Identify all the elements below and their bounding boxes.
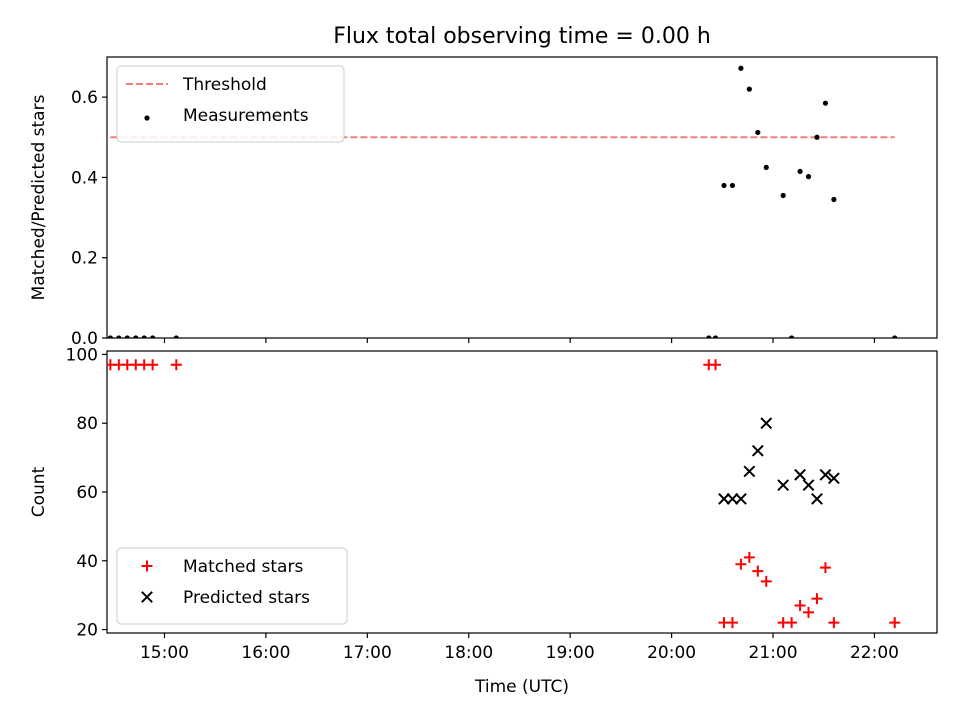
legend: Matched stars Predicted stars: [116, 547, 348, 625]
measurement-point: [789, 335, 795, 338]
matched-star-point: [828, 617, 840, 629]
measurement-point: [173, 335, 179, 338]
y-tick-label: 100: [66, 345, 98, 365]
predicted-star-point: [743, 465, 756, 478]
legend-matched-star-swatch: [141, 560, 153, 572]
y-tick-label: 0.0: [71, 329, 98, 349]
x-tick-label: 18:00: [444, 643, 493, 663]
x-tick-label: 22:00: [850, 643, 899, 663]
measurement-point: [797, 168, 803, 175]
legend: Threshold Measurements: [116, 65, 345, 143]
measurement-point: [831, 196, 837, 203]
measurement-point: [814, 134, 820, 140]
predicted-star-point: [751, 444, 764, 457]
matched-star-point: [794, 599, 806, 611]
predicted-star-point: [827, 472, 840, 485]
legend-predicted-star-swatch: [141, 591, 153, 603]
matched-star-point: [735, 558, 747, 570]
y-axis-label: Matched/Predicted stars: [29, 94, 49, 300]
legend-label: Matched stars: [183, 557, 303, 577]
y-tick-label: 0.4: [71, 168, 98, 188]
measurement-point: [892, 335, 898, 338]
y-tick-label: 60: [76, 483, 98, 503]
matched-star-point: [710, 359, 722, 371]
measurement-point: [822, 100, 829, 106]
predicted-star-point: [726, 492, 739, 505]
matched-star-point: [811, 593, 823, 605]
x-tick-label: 19:00: [546, 643, 595, 663]
x-tick-label: 17:00: [343, 643, 392, 663]
measurement-point: [712, 335, 719, 338]
matched-star-point: [752, 565, 764, 577]
x-axis-label: Time (UTC): [474, 677, 569, 697]
predicted-star-point: [802, 479, 815, 492]
y-tick-label: 40: [76, 552, 98, 572]
measurement-point: [107, 335, 113, 338]
predicted-star-point: [735, 492, 747, 505]
measurement-point: [124, 335, 130, 338]
legend-box: [116, 547, 348, 625]
measurement-point: [780, 192, 786, 199]
x-tick-label: 15:00: [140, 643, 189, 663]
predicted-star-point: [760, 417, 773, 430]
legend-measurement-swatch: [144, 115, 150, 121]
matched-star-point: [760, 575, 772, 587]
y-tick-label: 0.6: [71, 88, 98, 108]
plot-frame: [106, 56, 938, 339]
predicted-star-point: [819, 468, 832, 481]
measurement-point: [116, 335, 122, 338]
predicted-star-point: [777, 479, 790, 492]
measurement-point: [133, 335, 139, 338]
predicted-star-point: [811, 492, 823, 505]
matched-star-point: [743, 551, 755, 563]
measurement-point: [729, 182, 736, 189]
y-tick-label: 80: [76, 414, 98, 434]
matched-star-point: [889, 617, 901, 629]
measurement-point: [746, 86, 752, 92]
legend-label: Threshold: [182, 75, 267, 95]
measurement-point: [763, 164, 769, 170]
matched-star-point: [726, 617, 738, 629]
matched-star-point: [786, 617, 798, 629]
measurement-point: [141, 335, 147, 338]
matched-star-point: [819, 562, 831, 574]
legend-box: [116, 65, 345, 143]
measurement-point: [738, 65, 744, 71]
measurement-point: [805, 174, 812, 180]
legend-label: Measurements: [183, 106, 309, 126]
predicted-star-point: [718, 492, 730, 505]
y-tick-label: 0.2: [71, 249, 98, 269]
figure-title: Flux total observing time = 0.00 h: [333, 24, 711, 49]
x-tick-label: 16:00: [241, 643, 290, 663]
count-panel: 15:00 16:00 17:00 18:00 19:00 20:00 21:00 22:00…: [29, 345, 938, 697]
measurement-point: [150, 335, 156, 338]
legend-label: Predicted stars: [183, 588, 310, 608]
matched-star-point: [803, 606, 815, 618]
measurement-point: [706, 335, 712, 338]
predicted-star-point: [794, 468, 806, 481]
measurement-point: [755, 129, 761, 136]
matched-star-point: [170, 359, 182, 371]
x-tick-label: 20:00: [647, 643, 696, 663]
plot-data: [107, 359, 901, 629]
ratio-panel: 0.0 0.2 0.4 0.6 Matched/Predicted stars Thres…: [29, 56, 938, 349]
y-tick-label: 20: [76, 621, 98, 641]
y-axis-label: Count: [29, 466, 49, 517]
matched-star-point: [147, 359, 159, 371]
measurement-point: [721, 182, 727, 189]
x-tick-label: 21:00: [749, 643, 798, 663]
